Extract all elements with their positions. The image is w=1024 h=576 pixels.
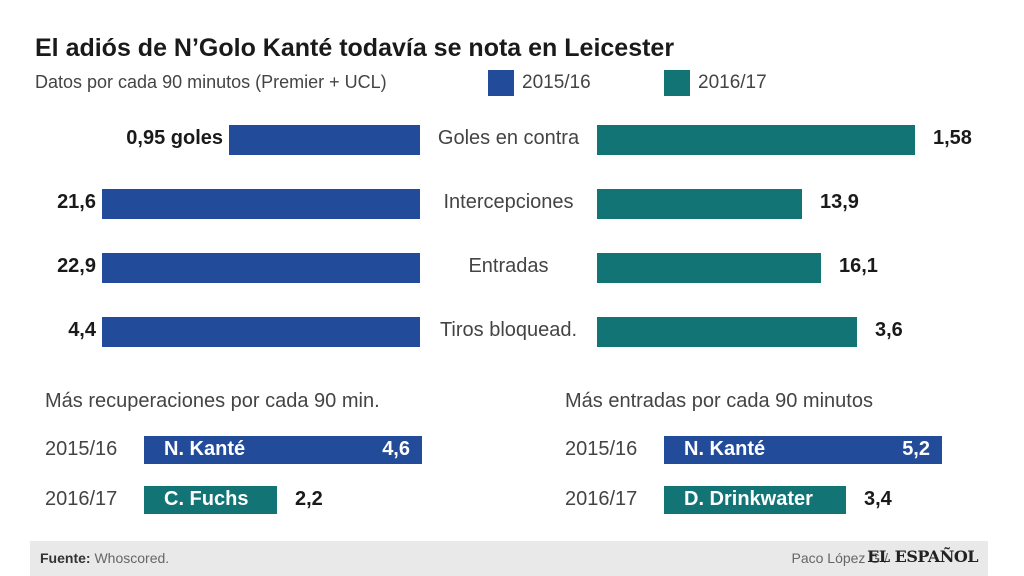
data-label-2015-16: 21,6 — [57, 191, 96, 213]
source-label: Fuente: — [40, 550, 91, 566]
player-bar: C. Fuchs — [144, 486, 277, 514]
author-credit: Paco López G / — [791, 550, 888, 566]
data-label-2015-16: 4,4 — [68, 319, 96, 341]
player-bar: N. Kanté 5,2 — [664, 436, 942, 464]
legend-swatch — [664, 70, 690, 96]
category-label: Entradas — [468, 255, 549, 277]
bar-2016-17 — [597, 253, 821, 283]
player-value: 4,6 — [382, 438, 410, 460]
player-name: C. Fuchs — [164, 488, 249, 510]
chart-row: 0,95 goles Goles en contra 1,58 — [0, 125, 1024, 155]
panel-row: 2015/16 N. Kanté 4,6 — [45, 436, 523, 464]
data-label-2016-17: 16,1 — [839, 255, 878, 277]
chart-title: El adiós de N’Golo Kanté todavía se nota… — [35, 34, 675, 62]
tackles-panel-title: Más entradas por cada 90 minutos — [565, 390, 873, 412]
season-label: 2015/16 — [45, 438, 118, 460]
bar-2016-17 — [597, 125, 915, 155]
player-value: 3,4 — [864, 488, 892, 510]
player-bar: D. Drinkwater — [664, 486, 846, 514]
season-label: 2016/17 — [45, 488, 118, 510]
source-text: Fuente: Whoscored. — [40, 550, 169, 566]
bar-2015-16 — [229, 125, 420, 155]
data-label-2016-17: 1,58 — [933, 127, 972, 149]
player-name: N. Kanté — [684, 438, 766, 460]
legend-label: 2015/16 — [522, 72, 591, 93]
bar-2015-16 — [102, 189, 420, 219]
data-label-2016-17: 13,9 — [820, 191, 859, 213]
data-label-2015-16: 0,95 goles — [126, 127, 223, 149]
footer: Fuente: Whoscored. Paco López G / EL ESP… — [30, 541, 988, 576]
data-label-2016-17: 3,6 — [875, 319, 903, 341]
category-label: Goles en contra — [437, 127, 580, 149]
el-espanol-logo: EL ESPAÑOL — [867, 547, 978, 566]
recoveries-panel-title: Más recuperaciones por cada 90 min. — [45, 390, 380, 412]
panel-row: 2016/17 C. Fuchs 2,2 — [45, 486, 523, 514]
chart-subtitle: Datos por cada 90 minutos (Premier + UCL… — [35, 72, 387, 92]
panel-row: 2015/16 N. Kanté 5,2 — [565, 436, 1024, 464]
player-name: N. Kanté — [164, 438, 246, 460]
chart-row: 4,4 Tiros bloquead. 3,6 — [0, 317, 1024, 347]
player-value: 5,2 — [902, 438, 930, 460]
category-label: Tiros bloquead. — [439, 319, 578, 341]
legend-swatch — [488, 70, 514, 96]
category-label: Intercepciones — [443, 191, 574, 213]
panel-row: 2016/17 D. Drinkwater 3,4 — [565, 486, 1024, 514]
chart-row: 21,6 Intercepciones 13,9 — [0, 189, 1024, 219]
legend-label: 2016/17 — [698, 72, 767, 93]
bar-2016-17 — [597, 189, 802, 219]
player-name: D. Drinkwater — [684, 488, 813, 510]
season-label: 2016/17 — [565, 488, 638, 510]
chart-row: 22,9 Entradas 16,1 — [0, 253, 1024, 283]
bar-2016-17 — [597, 317, 857, 347]
legend-item-2015-16: 2015/16 — [488, 70, 591, 96]
legend-item-2016-17: 2016/17 — [664, 70, 767, 96]
player-value: 2,2 — [295, 488, 323, 510]
data-label-2015-16: 22,9 — [57, 255, 96, 277]
season-label: 2015/16 — [565, 438, 638, 460]
player-bar: N. Kanté 4,6 — [144, 436, 422, 464]
source-value: Whoscored. — [94, 550, 170, 566]
bar-2015-16 — [102, 253, 420, 283]
bar-2015-16 — [102, 317, 420, 347]
